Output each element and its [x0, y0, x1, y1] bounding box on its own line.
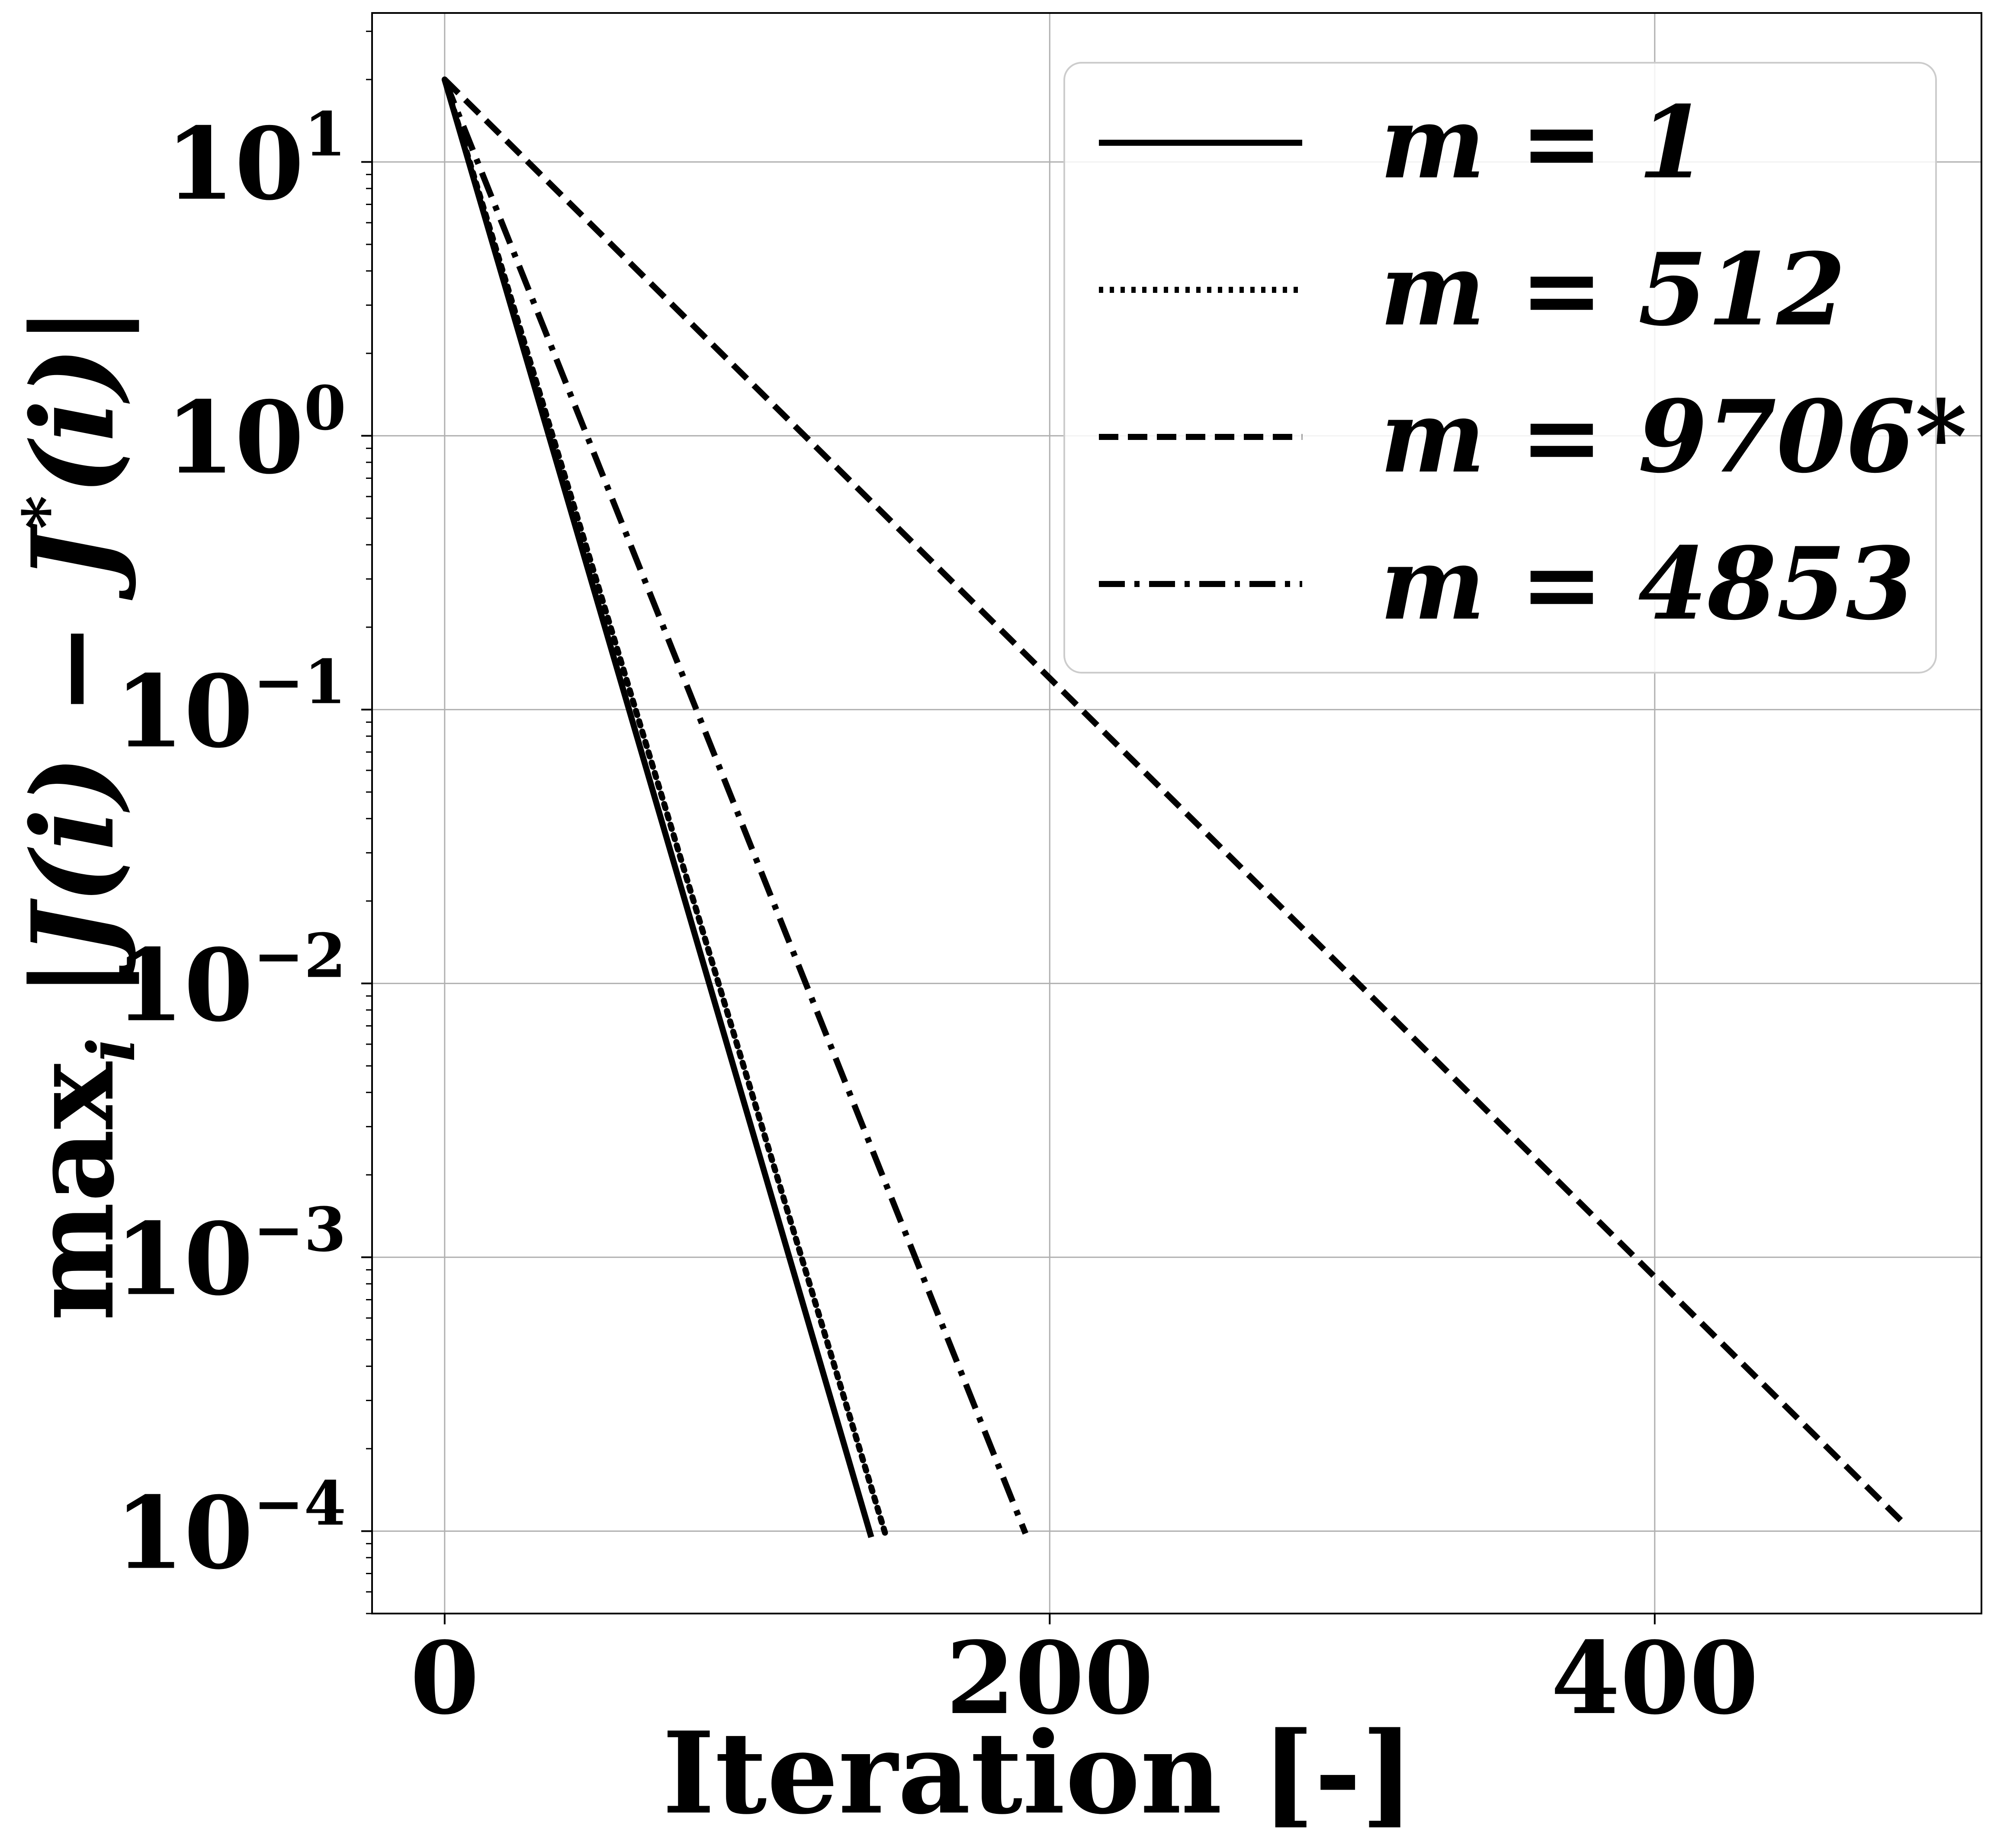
legend-label-2: m = 512: [1380, 231, 1846, 348]
x-axis-label: Iteration [-]: [662, 1707, 1414, 1839]
y-axis-label: maxi |J(i) − J*(i)|: [7, 305, 150, 1321]
x-tick-label: 200: [946, 1620, 1153, 1737]
y-axis-label-tail: (i)|: [7, 305, 141, 495]
y-tick-label: 10−1: [115, 647, 346, 770]
y-axis-label-body: |J(i) − J: [7, 523, 141, 1038]
y-tick-label: 100: [166, 373, 347, 496]
y-tick-label: 10−4: [115, 1468, 346, 1591]
x-tick-label: 400: [1551, 1620, 1759, 1737]
series-line-2: [441, 76, 889, 1540]
y-tick-label: 10−2: [115, 921, 346, 1044]
legend: m = 1 m = 512 m = 9706* m = 4853: [1063, 62, 1967, 674]
x-tick-label: 0: [410, 1620, 479, 1737]
y-axis-label-star: *: [9, 495, 85, 529]
legend-label-4: m = 4853: [1380, 526, 1915, 642]
plot-area-frame: [371, 12, 1982, 1614]
y-axis-label-subscript: i: [74, 1038, 150, 1062]
legend-label-3: m = 9706*: [1380, 379, 1967, 495]
series-line-3: [442, 77, 1908, 1527]
series-line-4: [442, 78, 1028, 1535]
y-axis-label-max: max: [7, 1061, 139, 1321]
y-tick-label: 10−3: [115, 1194, 346, 1318]
series-lines: [441, 76, 1908, 1540]
axes: 0 200 400 101 100 10−1 10−2 10−3 10−4: [115, 30, 1759, 1737]
y-tick-label: 101: [166, 99, 347, 222]
legend-label-1: m = 1: [1380, 84, 1707, 201]
svg-text:maxi |J(i) − J*(i)|: maxi |J(i) − J*(i)|: [7, 305, 150, 1321]
legend-box: [1063, 62, 1937, 674]
